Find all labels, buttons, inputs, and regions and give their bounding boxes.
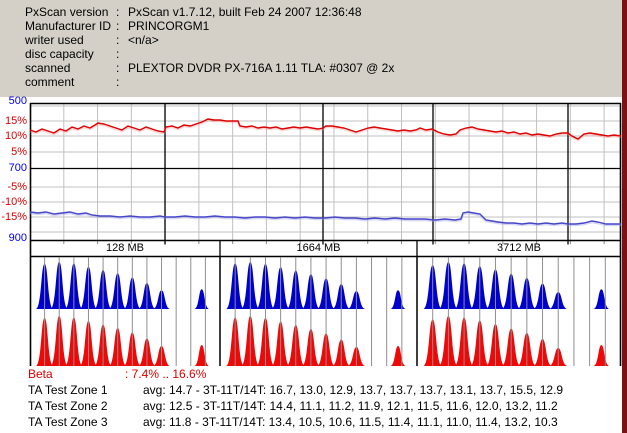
x-scale-label-1664mb: 1664 MB <box>296 242 341 254</box>
info-row-comment: comment : <box>0 75 627 89</box>
info-row-writer-used: writer used : <n/a> <box>0 33 627 47</box>
scan-info-header: PxScan version : PxScan v1.7.12, built F… <box>0 0 627 97</box>
y-axis-tick-10pct: 10% <box>4 130 27 142</box>
info-separator: : <box>116 75 120 89</box>
info-value: PxScan v1.7.12, built Feb 24 2007 12:36:… <box>128 5 362 19</box>
ta-zone-values: avg: 11.8 - 3T-11T/14T: 13.4, 10.5, 10.6… <box>143 415 558 429</box>
info-row-manufacturer-id: Manufacturer ID : PRINCORGM1 <box>0 19 627 33</box>
info-label: scanned <box>25 61 71 75</box>
info-label: PxScan version <box>25 5 109 19</box>
info-separator: : <box>116 47 120 61</box>
right-edge-strip <box>622 0 627 433</box>
info-separator: : <box>116 5 120 19</box>
y-axis-tick-15pct: 15% <box>4 115 27 127</box>
info-separator: : <box>116 33 120 47</box>
info-row-scanned: scanned : PLEXTOR DVDR PX-716A 1.11 TLA:… <box>0 61 627 75</box>
scan-plot-area: 500 15% 10% 5% 700 -5% -10% -15% 900 128… <box>0 95 627 433</box>
ta-zone2-row: TA Test Zone 2 avg: 12.5 - 3T-11T/14T: 1… <box>0 399 627 413</box>
scan-graphics <box>29 102 622 366</box>
y-axis-tick-neg15pct: -15% <box>1 211 27 223</box>
y-axis-tick-900: 900 <box>8 232 27 244</box>
y-axis-tick-500: 500 <box>8 95 27 107</box>
ta-zone1-row: TA Test Zone 1 avg: 14.7 - 3T-11T/14T: 1… <box>0 383 627 397</box>
y-axis-tick-700: 700 <box>8 162 27 174</box>
info-value: <n/a> <box>128 33 159 47</box>
ta-zone-values: avg: 12.5 - 3T-11T/14T: 14.4, 11.1, 11.2… <box>143 399 558 413</box>
info-separator: : <box>116 19 120 33</box>
info-label: comment <box>25 75 75 89</box>
info-row-version: PxScan version : PxScan v1.7.12, built F… <box>0 5 627 19</box>
beta-range-value: : 7.4% .. 16.6% <box>125 367 207 381</box>
ta-zone-label: TA Test Zone 1 <box>28 383 108 397</box>
info-value: PRINCORGM1 <box>128 19 210 33</box>
ta-zone3-row: TA Test Zone 3 avg: 11.8 - 3T-11T/14T: 1… <box>0 415 627 429</box>
x-scale-label-128mb: 128 MB <box>106 242 144 254</box>
y-axis-tick-5pct: 5% <box>11 146 27 158</box>
y-axis-tick-neg5pct: -5% <box>7 181 27 193</box>
info-value: PLEXTOR DVDR PX-716A 1.11 TLA: #0307 @ 2… <box>128 61 395 75</box>
ta-zone-label: TA Test Zone 3 <box>28 415 108 429</box>
y-axis-tick-neg10pct: -10% <box>1 196 27 208</box>
beta-label: Beta <box>28 367 53 381</box>
ta-zone-label: TA Test Zone 2 <box>28 399 108 413</box>
info-row-disc-capacity: disc capacity : <box>0 47 627 61</box>
ta-zone-values: avg: 14.7 - 3T-11T/14T: 16.7, 13.0, 12.9… <box>143 383 564 397</box>
info-separator: : <box>116 61 120 75</box>
x-scale-label-3712mb: 3712 MB <box>496 242 542 254</box>
info-label: Manufacturer ID <box>25 19 112 33</box>
beta-summary-row: Beta : 7.4% .. 16.6% <box>0 367 627 381</box>
info-label: writer used <box>25 33 84 47</box>
info-label: disc capacity <box>25 47 94 61</box>
